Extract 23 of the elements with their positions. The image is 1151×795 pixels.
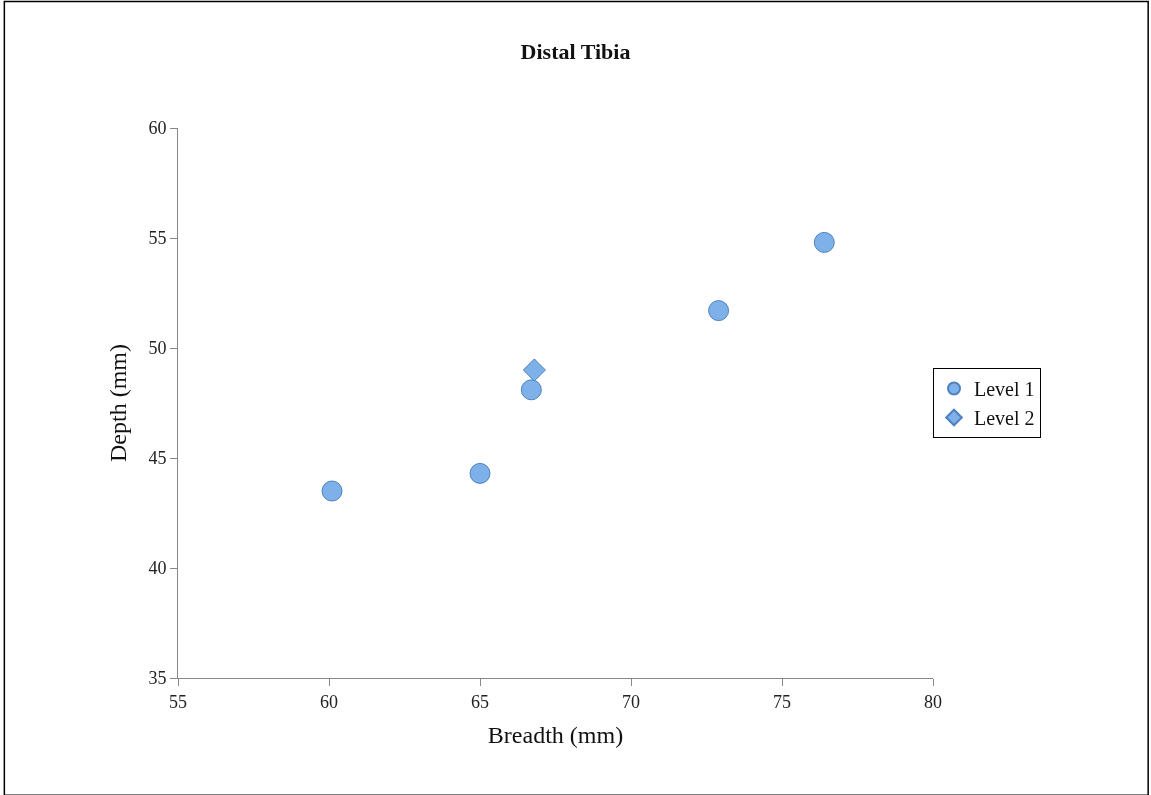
point — [522, 358, 546, 382]
point — [520, 379, 542, 401]
legend-label: Level 1 — [974, 378, 1035, 401]
x-tick-label: 70 — [622, 691, 640, 712]
legend-label: Level 2 — [974, 407, 1035, 430]
point — [813, 231, 835, 253]
chart-title: Distal Tibia — [520, 39, 631, 65]
y-tick-label: 50 — [148, 338, 167, 359]
x-tick-label: 75 — [773, 691, 791, 712]
y-tick-label: 35 — [148, 668, 167, 689]
point — [708, 300, 730, 322]
point — [469, 462, 491, 484]
y-tick-label: 45 — [148, 448, 167, 469]
x-axis-title: Breadth (mm) — [487, 721, 624, 748]
y-tick-label: 40 — [148, 558, 167, 579]
y-tick-label: 60 — [148, 118, 167, 139]
x-tick-label: 60 — [320, 691, 338, 712]
x-tick-label: 65 — [471, 691, 489, 712]
y-tick-label: 55 — [148, 228, 167, 249]
x-tick-label: 55 — [169, 691, 187, 712]
x-tick-label: 80 — [924, 691, 942, 712]
y-axis-title: Depth (mm) — [104, 344, 131, 462]
point — [321, 480, 343, 502]
